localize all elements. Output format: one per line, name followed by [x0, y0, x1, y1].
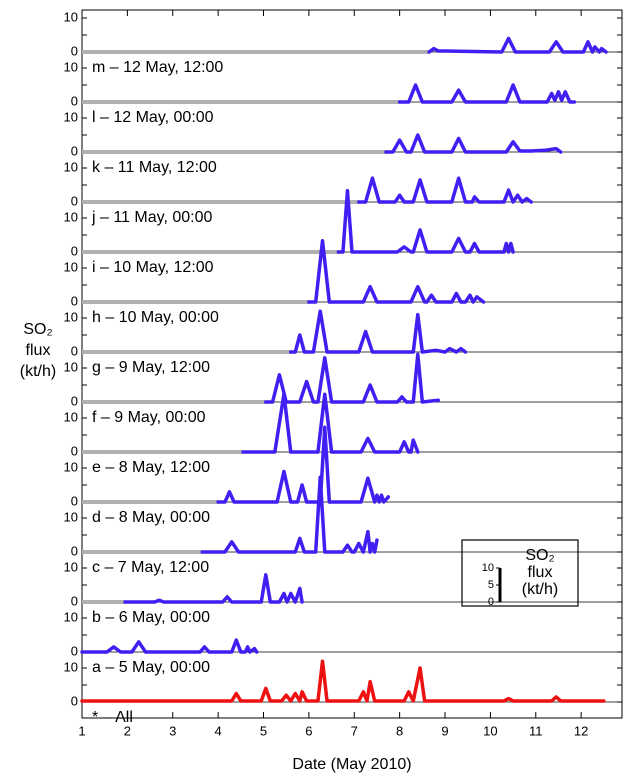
y-tick-label: 10 — [64, 559, 78, 574]
series-line — [427, 36, 608, 54]
y-tick-label: 10 — [64, 259, 78, 274]
y-tick-label: 10 — [64, 509, 78, 524]
y-tick-label: 0 — [71, 343, 78, 358]
panel-label: m – 12 May, 12:00 — [92, 59, 223, 76]
panel-label: d – 8 May, 00:00 — [92, 509, 210, 526]
scale-tick-label: 10 — [482, 562, 494, 574]
panel-label: h – 10 May, 00:00 — [92, 309, 219, 326]
scale-tick-label: 0 — [488, 596, 494, 608]
x-tick-label: 7 — [351, 723, 358, 738]
series-line — [357, 176, 533, 204]
y-tick-label: 0 — [71, 143, 78, 158]
y-tick-label: 10 — [64, 59, 78, 74]
y-axis-label: SO₂ — [23, 321, 52, 338]
y-axis-label: (kt/h) — [20, 363, 56, 380]
y-tick-label: 0 — [71, 593, 78, 608]
series-line — [397, 83, 577, 104]
panel-label: a – 5 May, 00:00 — [92, 659, 210, 676]
y-tick-label: 10 — [64, 359, 78, 374]
y-tick-label: 0 — [71, 93, 78, 108]
series-line — [123, 573, 304, 604]
legend-box — [461, 539, 579, 607]
legend-label: (kt/h) — [522, 581, 558, 598]
plot-frame — [81, 9, 623, 719]
y-tick-label: 0 — [71, 393, 78, 408]
y-tick-label: 10 — [64, 609, 78, 624]
x-tick-label: 5 — [260, 723, 267, 738]
x-tick-label: 1 — [78, 723, 85, 738]
y-tick-label: 10 — [64, 309, 78, 324]
series-line — [384, 133, 563, 154]
panel-label: f – 9 May, 00:00 — [92, 409, 206, 426]
legend-label: flux — [528, 564, 553, 581]
x-tick-label: 6 — [305, 723, 312, 738]
series-line — [80, 659, 606, 703]
y-tick-label: 0 — [71, 43, 78, 58]
y-tick-label: 10 — [64, 159, 78, 174]
series-line — [288, 309, 468, 354]
series-line — [241, 392, 420, 454]
panel-label: i – 10 May, 12:00 — [92, 259, 214, 276]
y-tick-label: 10 — [64, 9, 78, 24]
panel-label: b – 6 May, 00:00 — [92, 609, 210, 626]
x-tick-label: 2 — [124, 723, 131, 738]
y-tick-label: 0 — [71, 243, 78, 258]
panel-label: l – 12 May, 00:00 — [92, 109, 214, 126]
x-axis-label: Date (May 2010) — [292, 756, 411, 773]
x-tick-label: 10 — [483, 723, 497, 738]
x-tick-label: 4 — [215, 723, 222, 738]
panel-label: * – All — [92, 709, 133, 726]
panel-label: e – 8 May, 12:00 — [92, 459, 210, 476]
series-line — [336, 189, 515, 254]
x-tick-label: 11 — [529, 723, 543, 738]
y-tick-label: 10 — [64, 109, 78, 124]
series-line — [80, 638, 259, 654]
scale-tick-label: 5 — [488, 579, 494, 591]
x-tick-label: 12 — [574, 723, 588, 738]
y-tick-label: 10 — [64, 459, 78, 474]
panel-label: k – 11 May, 12:00 — [92, 159, 217, 176]
x-tick-label: 3 — [169, 723, 176, 738]
y-tick-label: 0 — [71, 543, 78, 558]
x-tick-label: 9 — [441, 723, 448, 738]
panel-label: c – 7 May, 12:00 — [92, 559, 209, 576]
y-tick-label: 0 — [71, 193, 78, 208]
y-tick-label: 0 — [71, 643, 78, 658]
y-tick-label: 10 — [64, 659, 78, 674]
series-line — [264, 352, 440, 404]
y-tick-label: 10 — [64, 209, 78, 224]
series-line — [216, 425, 391, 504]
y-tick-label: 0 — [71, 493, 78, 508]
y-tick-label: 0 — [71, 293, 78, 308]
panel-label: g – 9 May, 12:00 — [92, 359, 210, 376]
y-axis-label: flux — [26, 342, 51, 359]
y-tick-label: 0 — [71, 443, 78, 458]
panel-label: j – 11 May, 00:00 — [91, 209, 212, 226]
x-tick-label: 8 — [396, 723, 403, 738]
y-tick-label: 10 — [64, 409, 78, 424]
y-tick-label: 0 — [71, 693, 78, 708]
series-line — [307, 239, 486, 304]
series-line — [200, 475, 379, 554]
legend-label: SO₂ — [525, 547, 554, 564]
